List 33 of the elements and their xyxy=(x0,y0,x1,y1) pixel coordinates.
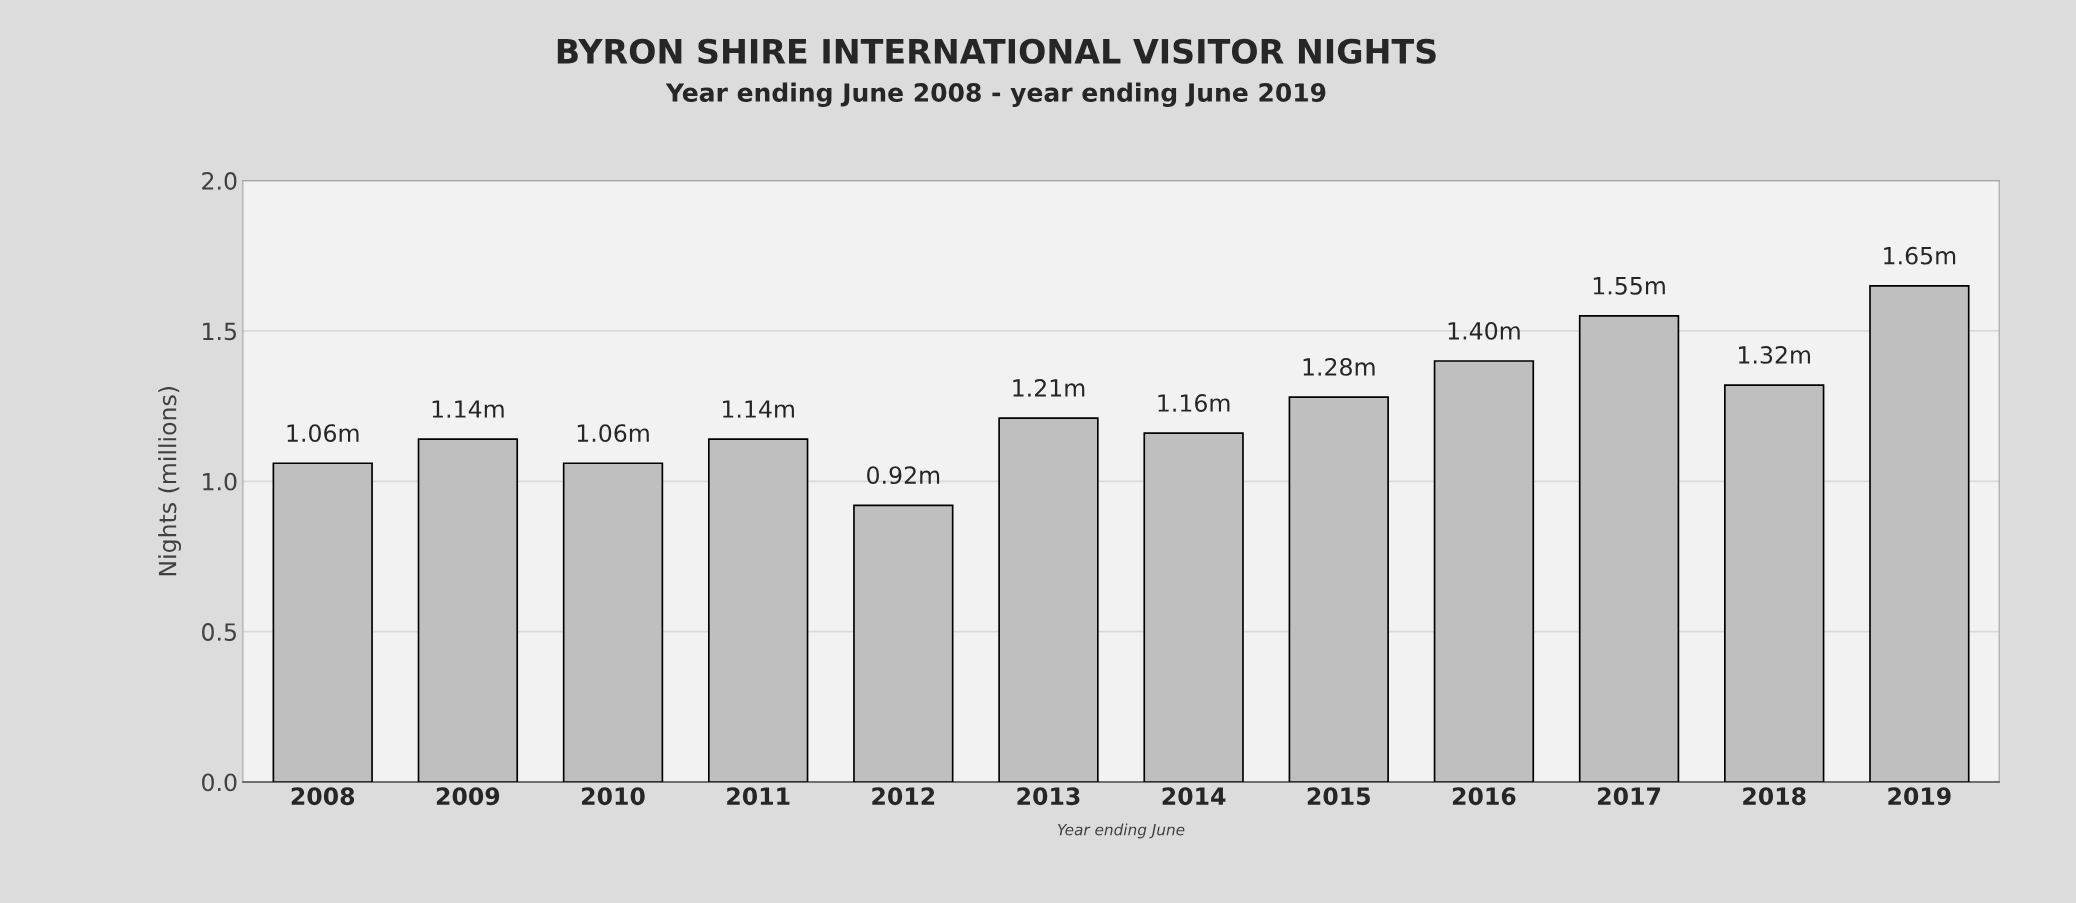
x-tick-label: 2009 xyxy=(436,787,500,806)
x-axis-title: Year ending June xyxy=(1057,823,1185,839)
data-label: 1.06m xyxy=(577,424,649,443)
y-axis-title: Nights (millions) xyxy=(158,387,182,576)
y-tick-label: 1.5 xyxy=(203,322,236,341)
data-label: 1.40m xyxy=(1448,321,1520,340)
data-label: 1.14m xyxy=(722,400,794,418)
chart-subtitle: Year ending June 2008 - year ending June 2019 xyxy=(665,82,1326,108)
x-tick-label: 2014 xyxy=(1162,787,1226,806)
x-tick-label: 2019 xyxy=(1888,787,1951,806)
data-label: 1.65m xyxy=(1884,246,1956,265)
x-tick-label: 2013 xyxy=(1017,787,1080,806)
x-tick-label: 2015 xyxy=(1307,787,1370,806)
y-tick-label: 0.5 xyxy=(202,623,236,641)
data-label: 1.32m xyxy=(1739,345,1810,364)
data-label: 1.14m xyxy=(432,400,504,418)
x-tick-label: 2008 xyxy=(291,787,355,806)
x-tick-label: 2011 xyxy=(727,787,790,806)
y-tick-label: 2.0 xyxy=(202,172,237,190)
data-label: 0.92m xyxy=(867,466,940,485)
x-tick-label: 2018 xyxy=(1743,787,1806,806)
data-label: 1.28m xyxy=(1303,358,1375,376)
x-tick-label: 2016 xyxy=(1452,787,1516,806)
data-label: 1.55m xyxy=(1593,277,1665,295)
x-tick-label: 2017 xyxy=(1598,787,1661,806)
data-label: 1.16m xyxy=(1158,394,1230,412)
x-tick-label: 2010 xyxy=(582,787,645,806)
chart-title: BYRON SHIRE INTERNATIONAL VISITOR NIGHTS xyxy=(557,38,1436,64)
x-tick-label: 2012 xyxy=(872,787,935,806)
y-tick-label: 0.0 xyxy=(202,773,237,792)
data-label: 1.06m xyxy=(287,424,359,443)
y-tick-label: 1.0 xyxy=(203,472,237,491)
data-label: 1.21m xyxy=(1013,379,1085,397)
